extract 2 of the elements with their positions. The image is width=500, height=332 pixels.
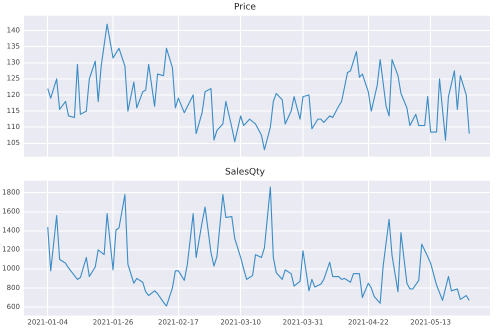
chart-title: Price — [234, 2, 256, 13]
chart-title: SalesQty — [225, 168, 266, 178]
